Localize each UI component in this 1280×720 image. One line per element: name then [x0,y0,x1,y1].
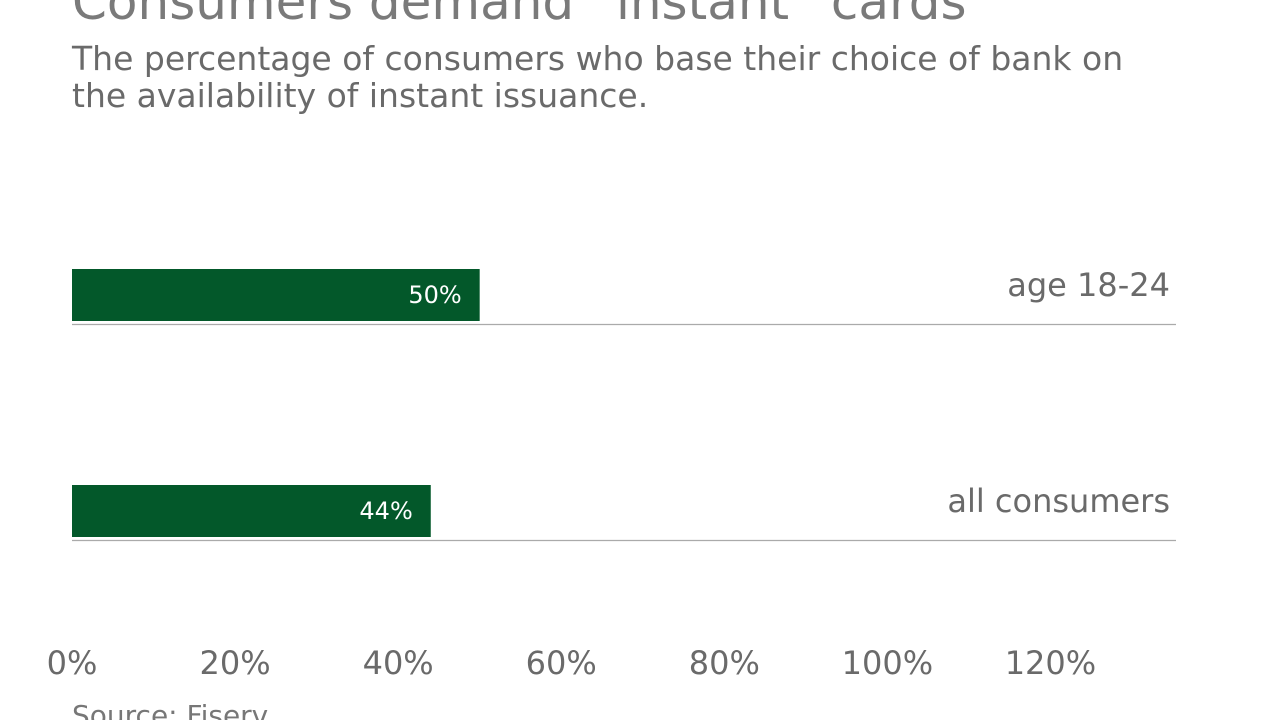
value-label: 50% [408,281,461,309]
chart-subtitle: The percentage of consumers who base the… [72,39,1124,115]
source: Source: Fiserv [72,699,268,720]
bar [72,485,431,537]
x-tick-label: 60% [526,644,597,682]
category-label: age 18-24 [1007,266,1170,304]
bar [72,269,480,321]
value-label: 44% [359,497,412,525]
x-tick-label: 80% [689,644,760,682]
x-tick-label: 100% [842,644,933,682]
x-tick-label: 120% [1005,644,1096,682]
chart-title: Consumers demand “instant” cards [72,0,967,31]
x-tick-label: 0% [47,644,98,682]
x-tick-label: 40% [363,644,434,682]
x-tick-label: 20% [200,644,271,682]
category-label: all consumers [947,482,1170,520]
